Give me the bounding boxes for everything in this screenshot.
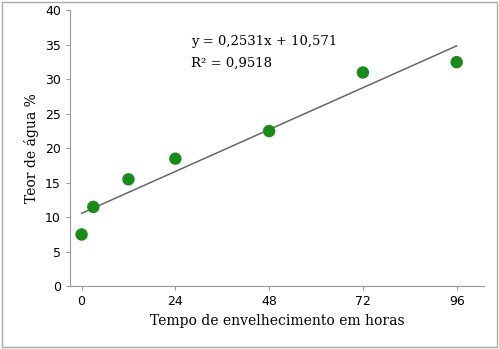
Y-axis label: Teor de água %: Teor de água % [24,94,39,203]
Point [359,70,367,75]
Text: R² = 0,9518: R² = 0,9518 [191,57,272,70]
Point [77,232,85,237]
Point [453,59,461,65]
Point [89,204,97,210]
Text: y = 0,2531x + 10,571: y = 0,2531x + 10,571 [191,35,337,47]
Point [265,128,273,134]
Point [171,156,179,162]
X-axis label: Tempo de envelhecimento em horas: Tempo de envelhecimento em horas [150,314,404,328]
Point [124,177,132,182]
